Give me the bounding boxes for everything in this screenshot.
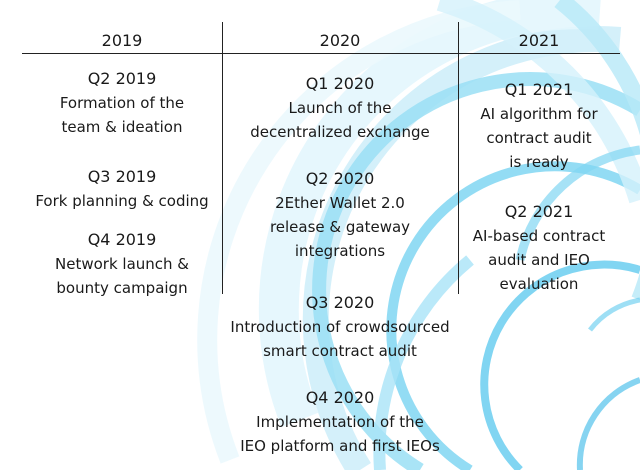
timeline-entry-q1-2020: Q1 2020 Launch of the decentralized exch… [202, 72, 478, 144]
entry-description-line: team & ideation [61, 118, 183, 136]
header-underline [22, 53, 620, 54]
timeline-entry-q3-2019: Q3 2019 Fork planning & coding [22, 165, 222, 213]
entry-description-line: smart contract audit [263, 342, 417, 360]
quarter-label: Q2 2020 [305, 169, 375, 188]
quarter-label: Q4 2020 [305, 388, 375, 407]
quarter-label: Q4 2019 [87, 230, 157, 249]
quarter-label: Q3 2020 [305, 293, 375, 312]
timeline-entry-q2-2021: Q2 2021 AI-based contract audit and IEO … [458, 200, 620, 296]
entry-description-line: bounty campaign [56, 279, 188, 297]
entry-description-line: decentralized exchange [250, 123, 430, 141]
year-header-2019: 2019 [101, 31, 143, 50]
quarter-label: Q2 2021 [504, 202, 574, 221]
entry-description-line: AI-based contract [472, 227, 606, 245]
quarter-label: Q3 2019 [87, 167, 157, 186]
entry-description-line: Introduction of crowdsourced [230, 318, 450, 336]
entry-description-line: contract audit [486, 129, 592, 147]
entry-description-line: Implementation of the [256, 413, 424, 431]
quarter-label: Q1 2021 [504, 80, 574, 99]
quarter-label: Q2 2019 [87, 69, 157, 88]
entry-description-line: Fork planning & coding [35, 192, 209, 210]
entry-description-line: Formation of the [59, 94, 185, 112]
column-divider-left [222, 22, 223, 294]
entry-description-line: IEO platform and first IEOs [240, 437, 440, 455]
entry-description-line: release & gateway [269, 218, 411, 236]
year-header-2021: 2021 [518, 31, 560, 50]
timeline-entry-q2-2019: Q2 2019 Formation of the team & ideation [22, 67, 222, 139]
timeline-entry-q1-2021: Q1 2021 AI algorithm for contract audit … [458, 78, 620, 174]
timeline-entry-q4-2019: Q4 2019 Network launch & bounty campaign [22, 228, 222, 300]
entry-description-line: Launch of the [288, 99, 392, 117]
timeline-entry-q3-2020: Q3 2020 Introduction of crowdsourced sma… [182, 291, 498, 363]
column-divider-right [458, 22, 459, 294]
entry-description-line: audit and IEO [488, 251, 590, 269]
entry-description-line: integrations [294, 242, 386, 260]
entry-description-line: 2Ether Wallet 2.0 [275, 194, 405, 212]
timeline-entry-q4-2020: Q4 2020 Implementation of the IEO platfo… [182, 386, 498, 458]
year-header-2020: 2020 [319, 31, 361, 50]
entry-description-line: Network launch & [55, 255, 189, 273]
entry-description-line: AI algorithm for [480, 105, 598, 123]
entry-description-line: evaluation [499, 275, 579, 293]
entry-description-line: is ready [509, 153, 569, 171]
quarter-label: Q1 2020 [305, 74, 375, 93]
timeline-entry-q2-2020: Q2 2020 2Ether Wallet 2.0 release & gate… [202, 167, 478, 263]
